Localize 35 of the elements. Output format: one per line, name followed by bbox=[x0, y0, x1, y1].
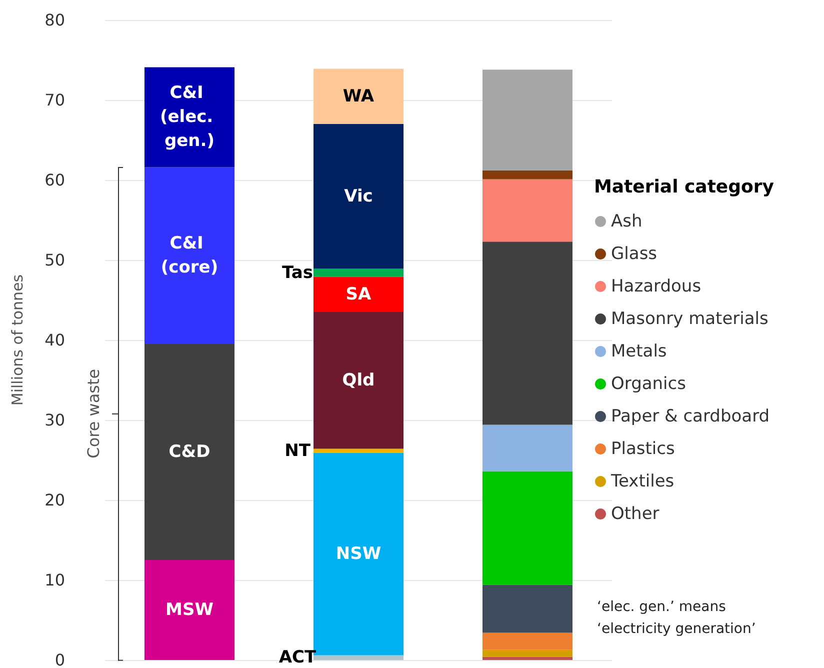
series-label: Tas bbox=[282, 262, 313, 283]
legend-label: Paper & cardboard bbox=[611, 406, 770, 426]
series-label: NT bbox=[284, 440, 311, 461]
series-label: C&D bbox=[168, 442, 210, 462]
legend-title: Material category bbox=[594, 176, 774, 198]
series-label: WA bbox=[342, 86, 375, 106]
annotation: ‘elec. gen.’ means ‘electricity generation’ bbox=[597, 599, 756, 637]
series-label: MSW bbox=[166, 600, 214, 620]
series-label: C&I (core) bbox=[160, 234, 218, 278]
legend-label: Glass bbox=[611, 244, 658, 264]
y-tick-label: 20 bbox=[44, 490, 65, 510]
legend-label: Organics bbox=[611, 374, 686, 394]
series-label: ACT bbox=[278, 648, 317, 668]
y-axis-title: Millions of tonnes bbox=[8, 274, 26, 406]
series-label: C&I (elec. gen.) bbox=[160, 83, 220, 152]
series-label: NSW bbox=[336, 544, 382, 564]
series-label: Vic bbox=[344, 186, 373, 206]
legend-label: Plastics bbox=[611, 439, 675, 459]
legend-label: Ash bbox=[611, 212, 642, 232]
legend-label: Masonry materials bbox=[611, 309, 769, 329]
series-label: Qld bbox=[342, 370, 375, 390]
y-tick-label: 80 bbox=[44, 10, 65, 30]
series-label: SA bbox=[346, 284, 372, 304]
legend-label: Metals bbox=[611, 342, 667, 362]
y-tick-label: 30 bbox=[44, 410, 65, 430]
legend-label: Textiles bbox=[610, 472, 674, 492]
y-tick-label: 70 bbox=[44, 90, 65, 110]
text: Core waste bbox=[84, 368, 103, 458]
y-tick-label: 40 bbox=[44, 330, 65, 350]
y-tick-label: 0 bbox=[54, 650, 65, 668]
legend-label: Hazardous bbox=[611, 276, 702, 296]
y-tick-label: 60 bbox=[44, 170, 65, 190]
legend-label: Other bbox=[611, 504, 660, 524]
y-tick-label: 10 bbox=[44, 570, 65, 590]
y-tick-label: 50 bbox=[44, 250, 65, 270]
